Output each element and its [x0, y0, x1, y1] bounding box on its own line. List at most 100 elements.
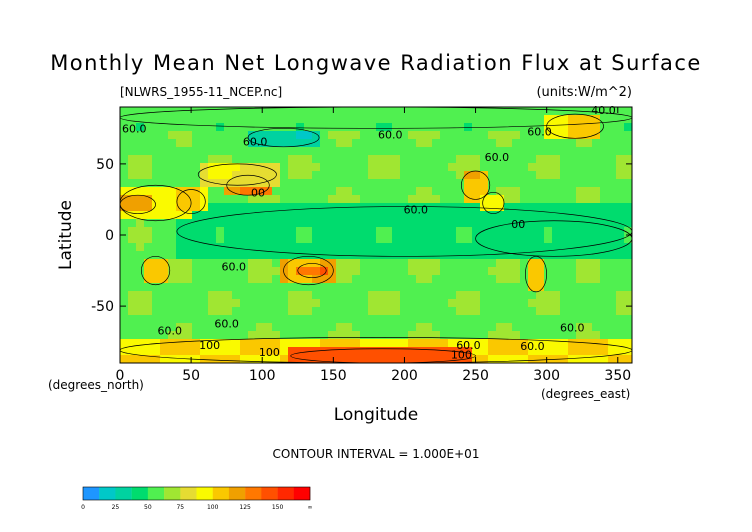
heat-cell [184, 267, 193, 276]
heat-cell [288, 219, 297, 228]
heat-cell [600, 227, 609, 236]
heat-cell [424, 347, 433, 356]
heat-cell [384, 107, 393, 116]
heat-cell [376, 147, 385, 156]
heat-cell [472, 235, 481, 244]
heat-cell [160, 251, 169, 260]
heat-cell [224, 187, 233, 196]
colorbar-swatch [196, 487, 213, 500]
heat-cell [224, 299, 233, 308]
heat-cell [176, 107, 185, 116]
heat-cell [424, 235, 433, 244]
heat-cell [168, 315, 177, 324]
heat-cell [336, 115, 345, 124]
heat-cell [152, 211, 161, 220]
heat-cell [360, 163, 369, 172]
heat-cell [280, 187, 289, 196]
heat-cell [440, 323, 449, 332]
heat-cell [208, 307, 217, 316]
heat-cell [160, 283, 169, 292]
heat-cell [152, 107, 161, 116]
heat-cell [432, 171, 441, 180]
heat-cell [528, 275, 537, 284]
heat-cell [304, 115, 313, 124]
heat-cell [568, 235, 577, 244]
heat-cell [376, 131, 385, 140]
heat-cell [552, 163, 561, 172]
heat-cell [200, 251, 209, 260]
x-axis-ticks: 0 50 100 150 200 250 300 350 [116, 107, 631, 384]
heat-cell [128, 251, 137, 260]
heat-cell [352, 139, 361, 148]
heat-cell [432, 115, 441, 124]
heat-cell [216, 115, 225, 124]
heat-cell [208, 227, 217, 236]
heat-cell [544, 307, 553, 316]
heat-cell [528, 163, 537, 172]
heat-cell [440, 283, 449, 292]
heat-cell [296, 243, 305, 252]
heat-cell [584, 347, 593, 356]
heat-cell [432, 243, 441, 252]
heat-cell [368, 211, 377, 220]
contour-line [283, 255, 334, 286]
heat-cell [272, 339, 281, 348]
heat-cell [600, 163, 609, 172]
contour-label: 60.0 [456, 339, 481, 352]
heat-cell [344, 331, 353, 340]
heat-cell [320, 275, 329, 284]
heat-cell [368, 107, 377, 116]
heat-cell [624, 259, 633, 268]
heat-cell [392, 331, 401, 340]
heat-cell [512, 331, 521, 340]
heat-cell [616, 171, 625, 180]
heat-cell [392, 195, 401, 204]
heat-cell [264, 195, 273, 204]
heat-cell [296, 139, 305, 148]
heat-cell [336, 211, 345, 220]
heat-cell [344, 347, 353, 356]
heat-cell [168, 131, 177, 140]
heat-cell [560, 275, 569, 284]
heat-cell [448, 171, 457, 180]
heat-cell [336, 355, 345, 364]
heat-cell [616, 187, 625, 196]
heat-cell [480, 355, 489, 364]
heat-cell [544, 251, 553, 260]
heat-cell [496, 243, 505, 252]
heat-cell [568, 347, 577, 356]
heat-cell [360, 211, 369, 220]
heat-cell [464, 307, 473, 316]
heat-cell [448, 315, 457, 324]
heat-cell [400, 259, 409, 268]
heat-cell [288, 171, 297, 180]
heat-cell [488, 275, 497, 284]
heat-cell [352, 195, 361, 204]
heat-cell [472, 323, 481, 332]
heat-cell [504, 251, 513, 260]
heat-cell [240, 339, 249, 348]
heat-cell [456, 187, 465, 196]
heat-cell [120, 243, 129, 252]
heat-cell [176, 203, 185, 212]
heat-cell [216, 123, 225, 132]
heat-cell [624, 187, 633, 196]
contour-line [226, 174, 270, 196]
heat-cell [272, 355, 281, 364]
heat-cell [336, 195, 345, 204]
heat-cell [240, 187, 249, 196]
heat-cell [296, 179, 305, 188]
heat-cell [168, 283, 177, 292]
heat-cell [216, 243, 225, 252]
heatmap-field [120, 107, 633, 364]
heat-cell [544, 243, 553, 252]
heat-cell [272, 323, 281, 332]
heat-cell [424, 315, 433, 324]
heat-cell [480, 323, 489, 332]
heat-cell [392, 251, 401, 260]
colorbar-swatch [212, 487, 230, 500]
heat-cell [360, 299, 369, 308]
heat-cell [464, 259, 473, 268]
heat-cell [448, 227, 457, 236]
heat-cell [376, 331, 385, 340]
